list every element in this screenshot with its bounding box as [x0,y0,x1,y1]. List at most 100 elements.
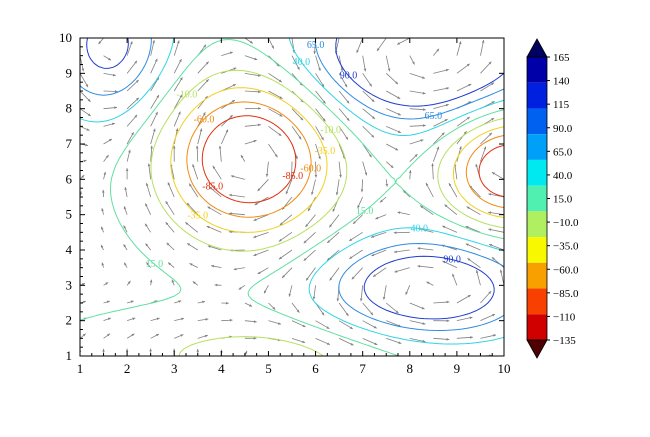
vector-arrow-head [189,183,192,187]
vector-arrow-head [436,146,440,150]
vector-arrow-head [346,100,350,104]
x-tick-label: 9 [454,361,461,376]
vector-arrow-head [499,23,501,26]
vector-arrow-head [81,68,85,72]
vector-arrow-head [82,333,86,337]
contour-line [80,38,504,345]
vector-arrow-head [394,270,398,273]
vector-arrow-head [205,79,209,83]
contour-label: -60.0 [300,164,321,175]
colorbar-label: 15.0 [553,194,573,206]
vector-arrow-head [153,128,156,132]
vector-arrow-head [257,123,261,127]
vector-arrow-head [445,68,449,72]
vector-arrow [292,355,293,356]
vector-arrow-head [447,26,450,29]
contour-line [150,69,504,356]
vector-arrow-head [114,106,118,109]
vector-arrow-head [181,317,185,321]
vector-arrow-head [426,281,430,285]
vector-arrow-head [154,58,158,62]
vector-arrow-head [102,348,105,352]
vector-arrow-head [371,134,375,138]
colorbar-label: −85.0 [553,288,579,300]
vector-arrow-head [174,22,177,25]
vector-arrow-head [318,67,321,71]
vector-arrow-head [131,132,134,136]
vector-arrow-head [179,94,183,98]
vector-arrow-head [258,90,261,94]
vector-arrow-head [168,262,171,266]
contour-label: -85.0 [282,171,303,182]
vector-arrow-head [278,133,282,136]
vector-arrow-head [517,139,520,142]
vector-arrow-head [364,172,368,176]
contour-label: 15.0 [356,206,374,217]
vector-arrow-head [446,300,450,304]
vector-arrow-head [420,359,423,361]
vector-arrow-head [195,145,199,149]
vector-arrow-head [238,286,242,290]
vector-arrow-head [175,128,179,132]
vector-arrow-head [114,90,118,93]
vector-arrow-head [417,264,421,268]
colorbar-segment [527,134,547,160]
vector-arrow-head [345,313,349,316]
vector-arrow-head [254,202,258,205]
vector-arrow-head [145,243,149,247]
vector-arrow-head [103,171,107,175]
vector-arrow-head [228,212,232,215]
colorbar-segment [527,108,547,135]
vector-arrow-head [130,300,134,304]
vector-arrow-head [132,317,136,321]
vector-arrow-head [444,357,447,360]
vector-arrow-head [335,192,339,196]
colorbar-extend-bottom [526,339,548,359]
vector-arrow-head [332,208,336,212]
vector-arrow-head [82,300,86,304]
vector-arrow-head [270,357,273,360]
vector-arrow-head [397,130,401,133]
vector-arrow-head [145,223,148,227]
vector-arrow-head [125,348,129,352]
x-tick-label: 2 [124,361,131,376]
vector-arrow-head [98,41,102,45]
vector-arrow-head [207,206,211,210]
vector-arrow-head [135,97,139,101]
vector-arrow-head [101,208,104,212]
vector-arrow-head [226,301,229,305]
vector-arrow-head [322,118,326,122]
vector-arrow-head [488,193,492,196]
vector-arrow-head [470,336,473,339]
colorbar-label: −110 [553,311,576,323]
vector-arrow-head [344,360,347,363]
vector-arrow-head [254,57,258,61]
vector-arrow-head [229,115,233,118]
vector-arrow-head [373,325,377,329]
colorbar-segment [527,314,547,340]
vector-arrow-head [351,276,355,280]
contour-label: -10.0 [320,125,341,136]
vector-arrow-head [382,296,386,300]
vector-arrow-head [205,318,209,321]
vector-arrow-head [390,165,394,168]
colorbar-label: 65.0 [553,146,573,158]
y-tick-label: 10 [59,30,72,45]
vector-field [80,22,520,363]
vector-arrow-head [475,163,478,167]
vector-arrow-head [452,273,455,277]
vector-arrow-head [278,79,282,83]
y-tick-label: 1 [66,348,73,363]
vector-arrow-head [257,271,261,275]
vector-arrow-head [124,187,127,190]
vector-arrow-head [346,118,350,121]
vector-arrow-head [285,191,289,195]
vector-arrow-head [249,40,253,44]
vector-arrow-head [302,340,306,344]
vector-arrow-head [359,298,363,302]
colorbar-label: 115 [553,99,570,111]
vector-arrow-head [134,114,138,118]
vector-arrow-head [192,164,195,168]
colorbar-segment [527,262,547,289]
vector-arrow-head [489,243,493,247]
